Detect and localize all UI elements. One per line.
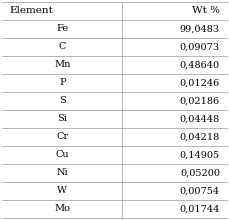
Text: 0,14905: 0,14905 (180, 150, 220, 159)
Text: S: S (59, 96, 66, 105)
Text: P: P (59, 78, 66, 87)
Text: Ni: Ni (57, 168, 68, 177)
Text: 0,02186: 0,02186 (180, 96, 220, 105)
Text: Cu: Cu (55, 150, 69, 159)
Text: Fe: Fe (56, 24, 68, 33)
Text: Mo: Mo (54, 204, 70, 213)
Text: 0,01246: 0,01246 (180, 78, 220, 87)
Text: 0,09073: 0,09073 (180, 42, 220, 51)
Text: Si: Si (57, 114, 67, 123)
Text: 0,04448: 0,04448 (180, 114, 220, 123)
Text: 0,05200: 0,05200 (180, 168, 220, 177)
Text: 0,48640: 0,48640 (180, 60, 220, 69)
Text: W: W (57, 186, 67, 195)
Text: Cr: Cr (56, 132, 68, 141)
Text: 99,0483: 99,0483 (180, 24, 220, 33)
Text: Mn: Mn (54, 60, 71, 69)
Text: 0,04218: 0,04218 (180, 132, 220, 141)
Text: Element: Element (9, 6, 53, 15)
Text: Wt %: Wt % (192, 6, 220, 15)
Text: C: C (59, 42, 66, 51)
Text: 0,01744: 0,01744 (180, 204, 220, 213)
Text: 0,00754: 0,00754 (180, 186, 220, 195)
